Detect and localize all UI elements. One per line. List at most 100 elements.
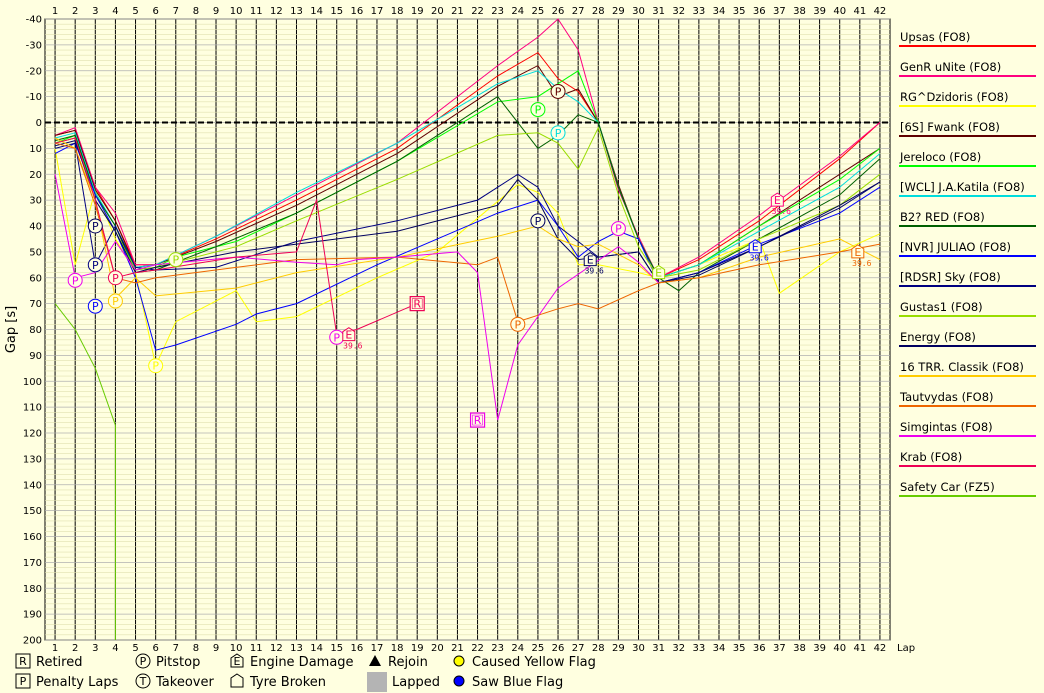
x-tick-label-bottom: 2 [72,643,78,654]
x-tick-label-bottom: 21 [451,643,464,654]
pitstop-marker [107,270,123,286]
x-tick-label-bottom: 26 [552,643,565,654]
pitstop-marker [550,125,566,141]
y-axis-label: Gap [s] [4,306,19,353]
x-tick-label-bottom: 38 [793,643,806,654]
x-tick-label-top: 11 [250,6,263,17]
series-line [54,174,659,421]
x-tick-label-bottom: 39 [813,643,826,654]
x-tick-label-top: 7 [173,6,179,17]
x-tick-label-top: 32 [672,6,685,17]
y-tick-label: 50 [29,247,42,258]
series-line [54,139,881,284]
marker-symbol: P [555,85,562,98]
x-tick-label-top: 34 [713,6,726,17]
x-tick-label-top: 26 [552,6,565,17]
legend-entry-label: Simgintas (FO8) [900,420,993,434]
x-tick-label-bottom: 28 [592,643,605,654]
key-item: Rejoin [369,655,428,670]
event-marker-E: E39.6 [748,239,769,263]
x-tick-label-bottom: 8 [193,643,199,654]
x-tick-label-bottom: 3 [92,643,98,654]
pitstop-marker [87,257,103,273]
event-marker-P: P [510,316,526,332]
x-tick-label-bottom: 14 [310,643,323,654]
event-marker-P: P [107,270,123,286]
y-tick-label: 80 [29,325,42,336]
key-blue-flag-symbol [453,675,465,687]
x-tick-label-top: 29 [612,6,625,17]
x-tick-label-top: 8 [193,6,199,17]
x-tick-label-bottom: 27 [572,643,585,654]
x-tick-label-bottom: 4 [112,643,118,654]
legend-entry-label: Jereloco (FO8) [899,150,981,164]
x-tick-label-top: 23 [491,6,504,17]
x-tick-label-bottom: 33 [693,643,706,654]
legend-entry-label: Gustas1 (FO8) [900,300,983,314]
y-tick-label: 10 [29,144,42,155]
key-symbol-letter: P [20,675,27,688]
series-line [54,142,881,284]
marker-sublabel: 39.6 [772,207,791,216]
event-marker-R: R [409,296,425,312]
marker-symbol: E [774,194,781,207]
key-label: Lapped [392,675,440,690]
marker-symbol: E [587,254,594,267]
x-tick-label-top: 35 [733,6,746,17]
x-tick-label-top: 16 [350,6,363,17]
marker-sublabel: 39.6 [852,259,871,268]
retired-marker [409,296,425,312]
x-tick-label-top: 37 [773,6,786,17]
y-tick-label: 90 [29,351,42,362]
key-yellow-flag-symbol [453,655,465,667]
pitstop-marker [550,83,566,99]
key-item: Saw Blue Flag [453,675,563,690]
y-tick-label: -20 [26,66,42,77]
key-label: Retired [36,655,82,670]
marker-symbol: P [92,300,99,313]
y-tick-label: 30 [29,196,42,207]
pitstop-marker [107,293,123,309]
x-tick-label-bottom: 37 [773,643,786,654]
x-tick-label-bottom: 24 [511,643,524,654]
engine-damage-marker [583,252,597,267]
x-tick-label-bottom: 20 [431,643,444,654]
event-marker-P: P [168,252,184,268]
y-tick-label: 60 [29,273,42,284]
marker-symbol: P [92,220,99,233]
y-tick-label: 120 [23,429,42,440]
x-tick-label-bottom: 29 [612,643,625,654]
legend-layer: Upsas (FO8) GenR uNite (FO8) RG^Dzidoris (… [899,30,1036,497]
y-tick-label: 190 [23,610,42,621]
marker-symbol: E [345,329,352,342]
y-tick-label: 110 [23,403,42,414]
y-tick-label: 140 [23,480,42,491]
key-label: Caused Yellow Flag [472,655,596,670]
marker-symbol: P [535,104,542,117]
key-label: Engine Damage [250,655,354,670]
event-marker-P: P [148,358,164,374]
series-line [54,18,881,279]
x-tick-label-bottom: 25 [532,643,545,654]
marker-sublabel: 39.6 [585,267,604,276]
key-box-symbol [15,653,31,669]
y-tick-label: 160 [23,532,42,543]
x-tick-label-top: 17 [371,6,384,17]
x-tick-label-bottom: 34 [713,643,726,654]
x-tick-label-top: 39 [813,6,826,17]
y-tick-label: 150 [23,506,42,517]
event-marker-E: E39.6 [851,244,872,268]
key-item: Tyre Broken [230,673,326,690]
legend-entry-label: Tautvydas (FO8) [899,390,994,404]
key-item: P Pitstop [135,653,200,670]
marker-symbol: P [535,215,542,228]
event-marker-R: R [469,412,486,428]
engine-damage-marker [770,192,784,207]
event-marker-E: E39.6 [583,252,604,276]
pitstop-marker [87,218,103,234]
x-tick-label-top: 2 [72,6,78,17]
x-tick-label-top: 4 [112,6,118,17]
pitstop-marker [87,298,103,314]
y-tick-label: 180 [23,584,42,595]
x-tick-label-bottom: 11 [250,643,263,654]
